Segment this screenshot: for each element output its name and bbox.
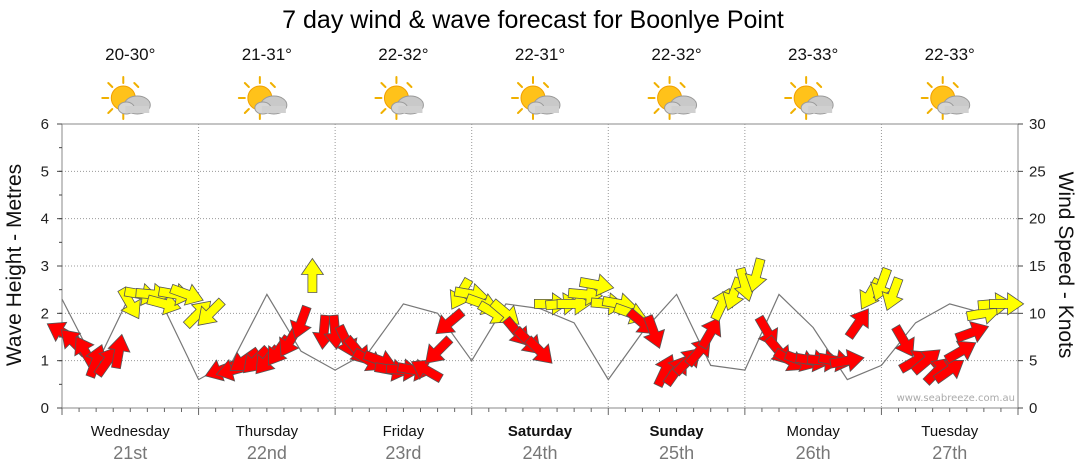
- day-date: 21st: [113, 443, 147, 463]
- right-axis: 0 5 10 15 20 25 30: [1018, 116, 1046, 417]
- wind-arrow: [744, 257, 768, 293]
- day-labels: Wednesday 21st Thursday 22nd Friday 23rd Satur…: [91, 423, 979, 463]
- left-tick-label: 5: [41, 163, 49, 180]
- wind-arrow: [989, 292, 1025, 316]
- plot-grid: [61, 123, 1019, 415]
- right-tick-label: 15: [1029, 258, 1046, 275]
- wind-arrow: [932, 359, 965, 385]
- sun-cloud-icon: [784, 76, 835, 120]
- day-temperature: 22-32°: [651, 45, 701, 64]
- day-temperature: 22-33°: [925, 45, 975, 64]
- day-name: Wednesday: [91, 423, 170, 440]
- wind-arrow: [697, 316, 722, 350]
- left-tick-label: 6: [41, 116, 49, 133]
- right-tick-label: 20: [1029, 211, 1046, 228]
- sun-cloud-icon: [920, 76, 971, 120]
- right-tick-label: 10: [1029, 305, 1046, 322]
- right-tick-label: 25: [1029, 163, 1046, 180]
- day-date: 22nd: [247, 443, 287, 463]
- day-date: 27th: [932, 443, 967, 463]
- left-axis-label: Wave Height - Metres: [3, 164, 26, 366]
- wind-arrow: [524, 335, 553, 364]
- sun-cloud-icon: [237, 76, 288, 120]
- wind-arrow: [489, 298, 520, 325]
- left-tick-label: 4: [41, 211, 49, 228]
- wind-arrow: [578, 273, 615, 297]
- day-name: Friday: [383, 423, 425, 440]
- credit-text: www.seabreeze.com.au: [897, 393, 1015, 404]
- wind-arrow: [289, 304, 312, 340]
- right-axis-label: Wind Speed - Knots: [1054, 172, 1077, 359]
- day-date: 26th: [796, 443, 831, 463]
- wind-arrow: [881, 276, 904, 312]
- wind-arrow: [642, 314, 666, 349]
- wind-arrow: [891, 324, 915, 358]
- day-date: 25th: [659, 443, 694, 463]
- day-temperature: 22-32°: [378, 45, 428, 64]
- wind-arrow: [117, 286, 141, 320]
- day-name: Saturday: [508, 423, 573, 440]
- sun-cloud-icon: [511, 76, 561, 120]
- day-headers: 20-30° 21-31° 22-32° 22-31° 22-32° 23-33° 22-3…: [101, 45, 975, 120]
- left-tick-label: 1: [41, 353, 49, 370]
- wind-arrow: [197, 297, 226, 326]
- left-tick-label: 2: [41, 305, 49, 322]
- day-name: Monday: [786, 423, 840, 440]
- day-temperature: 23-33°: [788, 45, 838, 64]
- wind-arrows: [46, 257, 1025, 388]
- day-name: Sunday: [649, 423, 704, 440]
- right-tick-label: 5: [1029, 353, 1037, 370]
- wind-arrow: [943, 340, 977, 365]
- day-name: Thursday: [236, 423, 299, 440]
- day-temperature: 21-31°: [242, 45, 292, 64]
- wind-arrow: [425, 335, 454, 364]
- chart-title: 7 day wind & wave forecast for Boonlye P…: [282, 6, 784, 34]
- sun-cloud-icon: [374, 76, 425, 120]
- day-date: 23rd: [385, 443, 421, 463]
- wind-arrow: [300, 257, 325, 293]
- wind-arrow: [107, 333, 131, 370]
- wind-arrow: [435, 307, 466, 335]
- left-tick-label: 0: [41, 400, 49, 417]
- day-name: Tuesday: [921, 423, 978, 440]
- day-temperature: 22-31°: [515, 45, 565, 64]
- right-tick-label: 30: [1029, 116, 1046, 133]
- day-temperature: 20-30°: [105, 45, 155, 64]
- day-date: 24th: [522, 443, 557, 463]
- right-tick-label: 0: [1029, 400, 1037, 417]
- wind-arrow: [954, 321, 990, 344]
- wind-arrow: [829, 349, 865, 373]
- wind-arrow: [844, 308, 869, 340]
- sun-cloud-icon: [101, 76, 152, 120]
- left-axis: 0 1 2 3 4 5 6: [41, 116, 62, 417]
- wind-arrow: [169, 283, 204, 306]
- left-tick-label: 3: [41, 258, 49, 275]
- sun-cloud-icon: [647, 76, 698, 120]
